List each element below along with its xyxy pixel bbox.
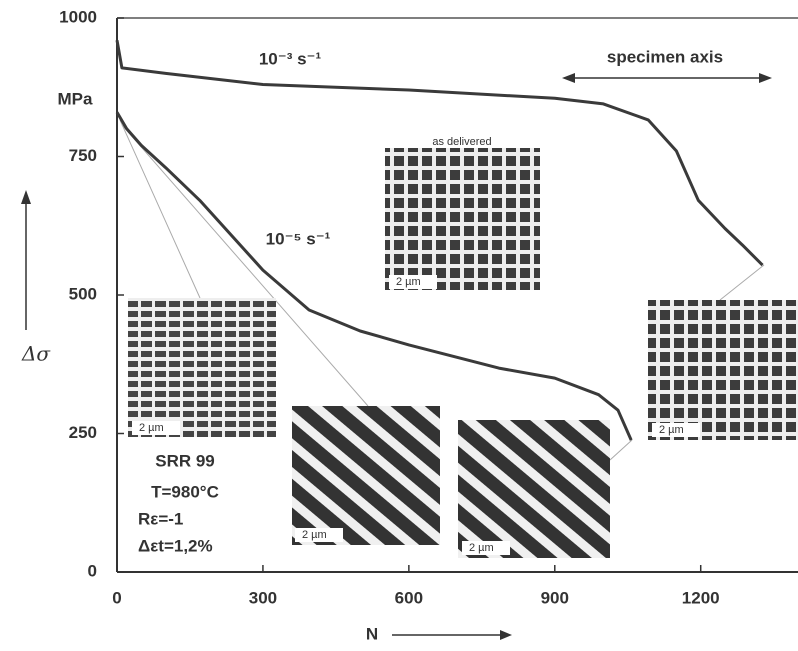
arrowhead [500, 630, 512, 640]
data-line [115, 111, 633, 441]
scale-bar-label: 2 µm [659, 424, 684, 436]
x-axis-label: N [366, 624, 378, 643]
y-tick-label: 0 [88, 561, 97, 580]
annotation: SRR 99 [155, 451, 215, 470]
scale-bar-bg [132, 421, 180, 435]
x-tick-label: 900 [541, 588, 569, 607]
scale-bar-bg [295, 528, 343, 542]
data-line [115, 39, 764, 267]
scale-bar-bg [652, 423, 700, 437]
micrograph [128, 298, 276, 437]
annotation: specimen axis [607, 47, 723, 66]
series-label: 10⁻⁵ s⁻¹ [266, 229, 331, 248]
x-tick-label: 300 [249, 588, 277, 607]
micrographs [119, 119, 798, 558]
micrograph [385, 148, 540, 290]
x-tick-label: 1200 [682, 588, 720, 607]
scale-bar-label: 2 µm [302, 529, 327, 541]
scale-bar-label: 2 µm [396, 276, 421, 288]
y-tick-label: 250 [69, 423, 97, 442]
annotation: T=980°C [151, 482, 219, 501]
connector [119, 119, 201, 299]
annotation: as delivered [432, 136, 491, 148]
scale-bar-bg [462, 541, 510, 555]
arrowhead [562, 73, 575, 83]
connector [719, 264, 765, 301]
annotation: Rε=-1 [138, 509, 183, 528]
y-tick-label: 500 [69, 284, 97, 303]
series-label: 10⁻³ s⁻¹ [259, 49, 322, 68]
connector [609, 439, 633, 461]
micrograph [648, 300, 798, 440]
y-tick-label: 750 [69, 146, 97, 165]
scale-bar-label: 2 µm [469, 542, 494, 554]
micrograph [292, 406, 440, 545]
arrowhead [759, 73, 772, 83]
scale-bar-bg [389, 275, 437, 289]
x-tick-label: 600 [395, 588, 423, 607]
micrograph [458, 420, 610, 558]
x-tick-label: 0 [112, 588, 121, 607]
y-axis-label: Δσ [21, 342, 51, 366]
scale-bar-label: 2 µm [139, 422, 164, 434]
connector [121, 124, 369, 407]
annotation: Δεt=1,2% [138, 536, 213, 555]
arrowhead [21, 190, 31, 204]
y-tick-label: 1000 [59, 7, 97, 26]
y-unit: MPa [58, 89, 94, 108]
